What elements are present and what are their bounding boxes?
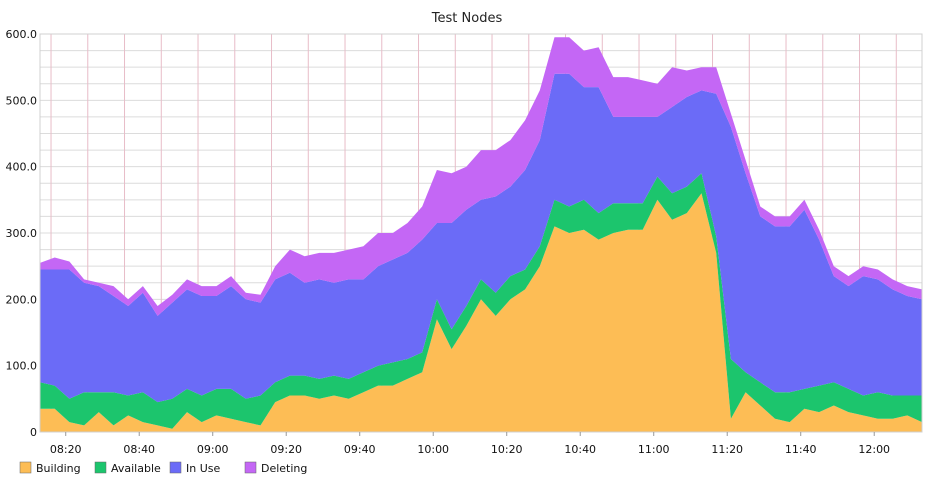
x-tick-label: 12:00	[858, 443, 890, 456]
chart-title: Test Nodes	[431, 11, 503, 26]
x-tick-label: 11:40	[785, 443, 817, 456]
y-tick-label: 300.0	[6, 227, 38, 240]
area-series	[40, 37, 922, 432]
y-tick-label: 500.0	[6, 94, 38, 107]
plot-frame	[39, 33, 923, 433]
y-tick-label: 200.0	[6, 293, 38, 306]
x-tick-label: 11:20	[711, 443, 743, 456]
series-area-available	[40, 173, 922, 429]
legend-item-deleting[interactable]: Deleting	[244, 461, 307, 475]
x-tick-label: 10:00	[417, 443, 449, 456]
y-tick-label: 100.0	[6, 360, 38, 373]
x-tick-label: 11:00	[638, 443, 670, 456]
legend-item-in-use[interactable]: In Use	[169, 461, 220, 475]
legend-swatch	[169, 461, 182, 474]
x-tick-label: 10:20	[491, 443, 523, 456]
legend-swatch	[244, 461, 257, 474]
legend-label: Deleting	[261, 462, 307, 475]
legend-label: Building	[36, 462, 81, 475]
x-tick-label: 08:40	[123, 443, 155, 456]
legend-swatch	[19, 461, 32, 474]
series-area-building	[40, 193, 922, 432]
legend-label: In Use	[186, 462, 220, 475]
x-tick-label: 08:20	[50, 443, 82, 456]
x-axis-ticks: 08:20 08:40 09:00 09:20 09:40 10:00 10:20 10:40…	[50, 432, 890, 456]
x-tick-label: 09:20	[270, 443, 302, 456]
legend-item-available[interactable]: Available	[94, 461, 161, 475]
x-tick-label: 10:40	[564, 443, 596, 456]
y-tick-label: 400.0	[6, 161, 38, 174]
y-axis-ticks: 0 100.0 200.0 300.0 400.0 500.0 600.0	[6, 28, 38, 439]
y-tick-label: 0	[30, 426, 37, 439]
legend-label: Available	[111, 462, 161, 475]
series-area-deleting	[40, 37, 922, 316]
x-tick-label: 09:40	[344, 443, 376, 456]
legend-swatch	[94, 461, 107, 474]
legend-item-building[interactable]: Building	[19, 461, 81, 475]
legend: Building Available In Use Deleting	[19, 461, 307, 475]
y-tick-label: 600.0	[6, 28, 38, 41]
series-area-in-use	[40, 73, 922, 403]
x-tick-label: 09:00	[197, 443, 229, 456]
